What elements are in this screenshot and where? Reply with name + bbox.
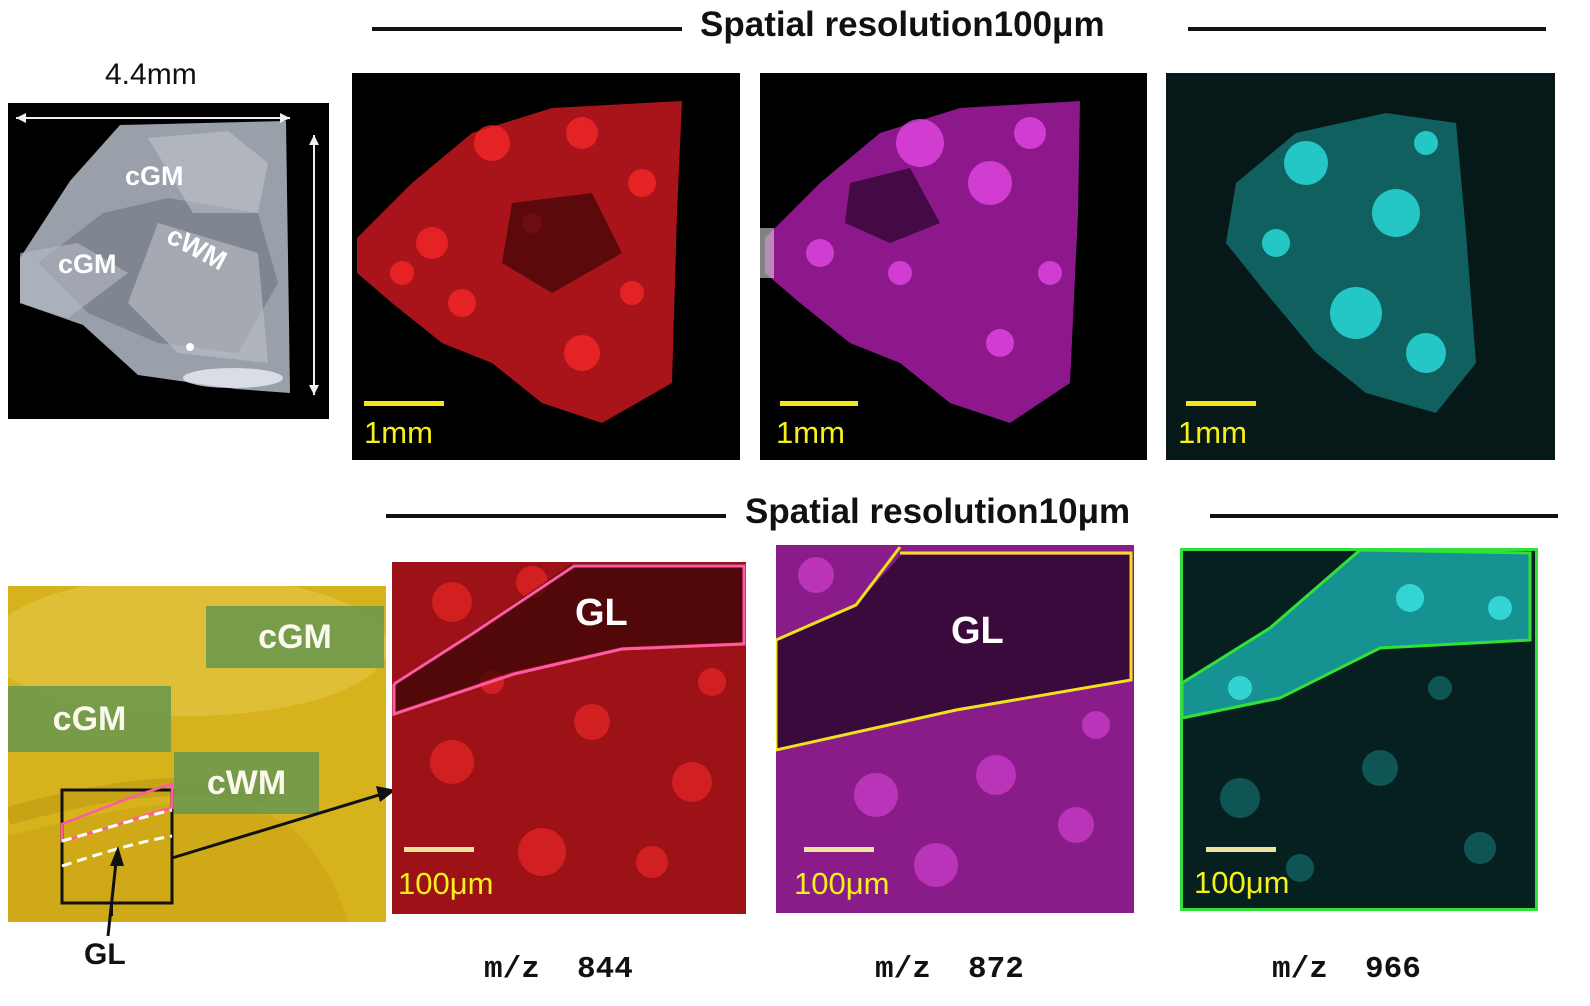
- ms-image-872-100um-svg: [760, 101, 1080, 423]
- region-label-cgm-right: cGM: [206, 606, 384, 668]
- top-title-rule-left: [372, 27, 682, 31]
- scale-label-872-bottom: 100μm: [794, 866, 890, 901]
- scale-bar-872-top: [780, 401, 858, 406]
- region-label-cwm: cWM: [174, 752, 319, 814]
- top-title-rule-right: [1188, 27, 1546, 31]
- tissue-label-cgm-upper: cGM: [125, 161, 184, 191]
- bottom-title-rule-right: [1210, 514, 1558, 518]
- scale-bar-966-top: [1186, 401, 1256, 406]
- scale-bar-872-bottom: [804, 847, 874, 852]
- scale-bar-844-top: [364, 401, 444, 406]
- ms-image-844-100um-svg: [357, 101, 682, 423]
- dimension-label: 4.4mm: [105, 58, 197, 91]
- bottom-title: Spatial resolution10μm: [745, 492, 1131, 531]
- roi-label-844: GL: [575, 592, 628, 634]
- ms-image-966-100um-svg: [1226, 113, 1476, 413]
- ms-image-844-10um: GL 100μm: [392, 562, 746, 914]
- top-title: Spatial resolution100μm: [700, 5, 1105, 44]
- scale-bar-844-bottom: [404, 847, 474, 852]
- mz-label-872: m/z 872: [875, 952, 1024, 987]
- bottom-title-rule-left: [386, 514, 726, 518]
- mz-label-966: m/z 966: [1272, 952, 1421, 987]
- scale-bar-966-bottom: [1206, 847, 1276, 852]
- scale-label-844-bottom: 100μm: [398, 866, 494, 901]
- ms-image-872-10um: GL 100μm: [776, 545, 1134, 913]
- tissue-photo-top: cGM cGM cWM: [8, 103, 329, 419]
- ms-image-844-100um: 1mm: [352, 73, 740, 460]
- roi-label-872: GL: [951, 610, 1004, 652]
- ms-image-872-100um: 1mm: [760, 73, 1147, 460]
- tissue-photo-top-svg: [16, 113, 319, 395]
- tissue-photo-bottom: cGM cGM cWM: [8, 586, 386, 922]
- ms-image-844-10um-svg: [392, 564, 746, 878]
- tissue-label-cgm-lower: cGM: [58, 249, 117, 279]
- mz-label-844: m/z 844: [484, 952, 633, 987]
- ms-image-872-10um-svg: [776, 546, 1133, 887]
- region-label-cgm-left: cGM: [8, 686, 171, 752]
- ms-image-966-10um-svg: [1180, 548, 1538, 911]
- scale-label-966-top: 1mm: [1178, 415, 1247, 450]
- scale-label-872-top: 1mm: [776, 415, 845, 450]
- gl-arrow-label: GL: [84, 938, 126, 971]
- ms-image-966-10um: 100μm: [1180, 548, 1538, 911]
- scale-label-844-top: 1mm: [364, 415, 433, 450]
- ms-image-966-100um: 1mm: [1166, 73, 1555, 460]
- scale-label-966-bottom: 100μm: [1194, 865, 1290, 900]
